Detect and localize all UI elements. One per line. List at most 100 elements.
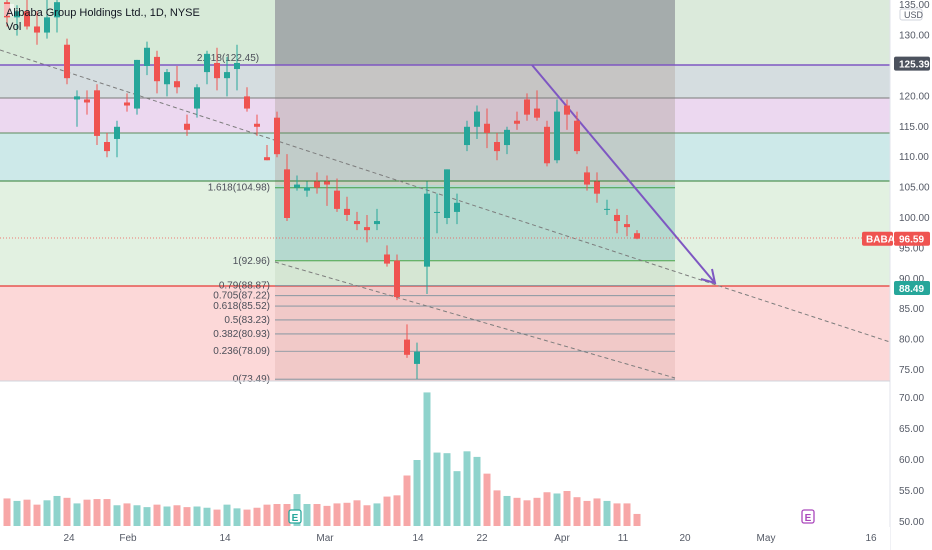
time-axis-tick: 22 [476,533,488,544]
candle [314,172,320,194]
candle [274,111,280,158]
candle [24,0,30,30]
forecast-arrow-head [700,268,717,285]
volume-bar [323,505,331,526]
candle [344,196,350,222]
candle [284,154,290,222]
candle [454,193,460,225]
currency-label: USD [904,10,924,20]
candle [624,214,630,237]
volume-bar [503,495,511,526]
candle [164,69,170,97]
price-axis-tick: 100.00 [899,213,930,224]
candle [464,120,470,152]
volume-bar [483,473,491,526]
volume-bar [273,504,281,526]
time-axis-tick: Feb [119,533,137,544]
volume-bar [43,500,51,526]
volume-bar [613,503,621,526]
candle [244,87,250,112]
price-axis-tick: 105.00 [899,183,930,194]
volume-bar [333,503,341,526]
price-axis-tick: 75.00 [899,365,924,376]
candle [484,108,490,149]
earnings-marker[interactable]: E [801,509,815,524]
volume-bar [103,499,111,526]
volume-bar [33,504,41,526]
volume-bar [153,504,161,526]
candle [264,145,270,161]
price-tag: 125.39 [894,56,930,71]
candle [194,84,200,118]
candle [374,208,380,231]
candle [414,342,420,380]
volume-bar [213,509,221,526]
price-axis-tick: 95.00 [899,243,924,254]
price-tags: 125.39 96.59 88.49 BABA [862,56,930,295]
candle [74,90,80,127]
volume-bar [633,513,641,526]
dashed-trendline-upper [0,49,891,343]
volume-bar [603,500,611,526]
volume-bar [443,453,451,526]
candle [254,114,260,136]
volume-bar [223,504,231,526]
candle [54,0,60,33]
volume-bar [473,456,481,526]
candle [504,126,510,155]
candle [404,324,410,358]
volume-axis-tick: 65.00 [899,424,924,435]
volume-bar [563,491,571,526]
time-axis-tick: 24 [63,533,75,544]
candle [234,44,240,91]
earnings-marker[interactable]: E [288,509,302,524]
time-axis-tick: 11 [618,533,629,544]
volume-bar [173,505,181,526]
forecast-arrow-line [531,64,716,284]
volume-bar [13,500,21,526]
candle [204,50,210,85]
candle [594,172,600,203]
volume-bar [523,500,531,526]
candle [634,230,640,240]
candle [334,178,340,212]
volume-bar [243,509,251,526]
candle [524,93,530,121]
currency-badge[interactable]: USD [899,8,924,21]
candle [124,93,130,112]
price-axis-tick: 130.00 [899,31,930,42]
fib-level-label: 0.5(83.23) [224,315,270,326]
candle [154,50,160,94]
price-axis-tick: 135.00 [899,0,930,11]
candle [84,90,90,115]
candle [214,47,220,91]
candle [494,132,500,161]
fib-level-label: 0.705(87.22) [213,291,270,302]
volume-bar [413,460,421,526]
price-axis-tick: 85.00 [899,304,924,315]
volume-bar [283,504,291,526]
price-axis-tick: 115.00 [899,122,929,133]
candle [184,114,190,136]
candlesticks [4,0,640,380]
legend-vol: Vol [6,21,21,33]
candle [394,254,400,301]
volume-axis-tick: 70.00 [899,393,924,404]
candle [574,111,580,155]
volume-bar [343,502,351,526]
fib-level-label: 1(92.96) [233,256,270,267]
volume-bar [373,503,381,526]
candle [604,199,610,215]
candle [144,41,150,76]
candle [554,99,560,164]
candle [224,56,230,97]
candle [14,5,20,36]
fib-level-label: 0.79(88.87) [219,281,270,292]
svg-text:E: E [292,513,299,524]
volume-bar [433,452,441,526]
candle [514,111,520,130]
volume-bar [253,507,261,526]
